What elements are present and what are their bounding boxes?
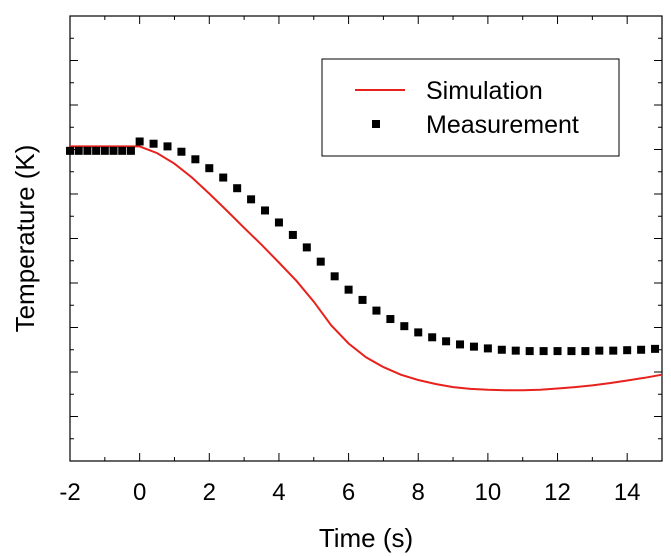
measurement-point — [456, 340, 465, 349]
measurement-point — [302, 243, 311, 252]
measurement-point — [358, 295, 367, 304]
x-tick-labels: -2 0 2 4 6 8 10 12 14 — [59, 479, 640, 506]
measurement-point — [191, 155, 200, 164]
measurement-point — [163, 142, 172, 151]
measurement-point — [109, 146, 118, 155]
measurement-point — [177, 147, 186, 156]
measurement-point — [233, 184, 242, 193]
measurement-point — [316, 257, 325, 266]
x-tick-label: -2 — [59, 479, 80, 506]
x-tick-label: 6 — [342, 479, 355, 506]
measurement-point — [553, 347, 562, 356]
legend-box — [321, 58, 620, 157]
measurement-point — [428, 333, 437, 342]
measurement-point — [100, 146, 109, 155]
measurement-point — [118, 146, 127, 155]
measurement-point — [330, 272, 339, 281]
measurement-point — [511, 346, 520, 355]
measurement-point — [637, 345, 646, 354]
measurement-point — [83, 146, 92, 155]
x-tick-label: 8 — [412, 479, 425, 506]
measurement-point — [581, 347, 590, 356]
measurement-point — [483, 344, 492, 353]
legend-measurement-swatch — [372, 120, 380, 128]
measurement-point — [595, 346, 604, 355]
x-tick-label: 2 — [203, 479, 216, 506]
legend-simulation-label: Simulation — [426, 77, 543, 105]
measurement-point — [135, 137, 144, 146]
measurement-point — [372, 306, 381, 315]
measurement-point — [126, 146, 135, 155]
x-tick-label: 4 — [272, 479, 285, 506]
series-layer — [66, 137, 663, 392]
measurement-point — [74, 146, 83, 155]
measurement-point — [149, 139, 158, 148]
measurement-point — [344, 285, 353, 294]
measurement-point — [497, 345, 506, 354]
measurement-point — [414, 328, 423, 337]
measurement-point — [623, 346, 632, 355]
measurement-point — [261, 206, 270, 215]
measurement-point — [567, 347, 576, 356]
measurement-point — [288, 230, 297, 239]
x-tick-label: 0 — [133, 479, 146, 506]
x-tick-label: 14 — [614, 479, 641, 506]
measurement-point — [609, 346, 618, 355]
measurement-point — [400, 322, 409, 331]
axis-ticks — [69, 16, 662, 461]
x-axis-label: Time (s) — [319, 523, 413, 553]
measurement-point — [386, 315, 395, 324]
measurement-point — [651, 344, 660, 353]
measurement-point — [469, 342, 478, 351]
x-tick-label: 10 — [475, 479, 502, 506]
legend-measurement-label: Measurement — [426, 111, 579, 139]
simulation-line — [70, 145, 663, 392]
measurement-point — [219, 173, 228, 182]
measurement-point — [92, 146, 101, 155]
legend: Simulation Measurement — [321, 58, 620, 157]
measurement-point — [442, 337, 451, 346]
measurement-point — [274, 218, 283, 227]
measurement-point — [539, 347, 548, 356]
measurement-point — [205, 164, 214, 173]
measurement-point — [247, 195, 256, 204]
measurement-point — [66, 146, 74, 155]
measurement-point — [525, 347, 534, 356]
y-axis-label: Temperature (K) — [10, 145, 40, 333]
x-tick-label: 12 — [544, 479, 571, 506]
